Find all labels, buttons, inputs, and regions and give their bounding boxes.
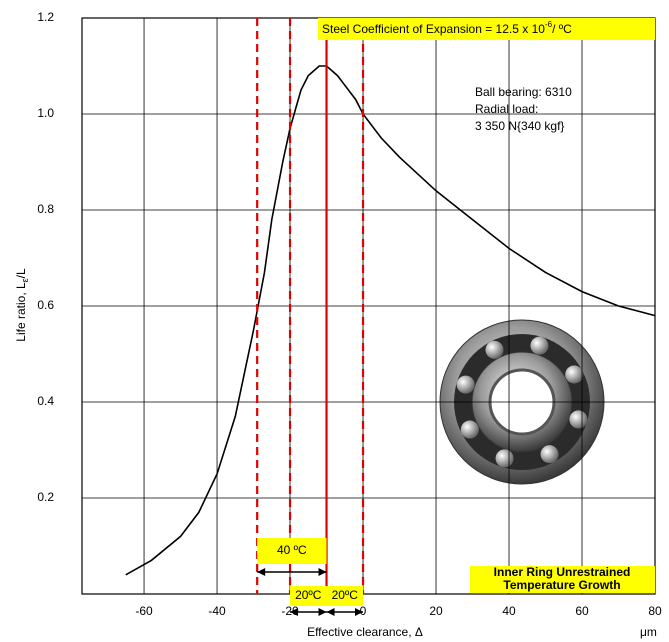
annotation: 3 350 N{340 kgf} xyxy=(475,119,564,133)
x-axis-unit: μm xyxy=(640,625,657,639)
y-axis-label: Life ratio, Lε/L xyxy=(14,268,30,342)
chart: 0.20.40.60.81.01.2-60-40-20020406080Effe… xyxy=(0,0,669,642)
annotation: 20ºC xyxy=(332,588,359,602)
bearing-ball xyxy=(541,445,559,463)
y-label-suffix: /L xyxy=(14,268,28,278)
x-tick-label: -40 xyxy=(208,604,226,618)
annotation: 40 ºC xyxy=(277,543,307,557)
bearing-ball xyxy=(496,449,514,467)
annotation: Inner Ring Unrestrained xyxy=(494,565,631,579)
y-tick-label: 1.2 xyxy=(37,10,54,24)
x-tick-label: -60 xyxy=(135,604,153,618)
y-tick-label: 0.2 xyxy=(37,490,54,504)
annotation-suffix: / ºC xyxy=(552,22,572,36)
bearing-ball xyxy=(530,337,548,355)
x-tick-label: 80 xyxy=(648,604,662,618)
annotation: 20ºC xyxy=(295,588,322,602)
bearing-ball xyxy=(569,410,587,428)
annotation: Temperature Growth xyxy=(503,578,620,592)
curve xyxy=(126,66,655,575)
y-tick-label: 1.0 xyxy=(37,106,54,120)
annotation: Radial load: xyxy=(475,102,538,116)
y-tick-label: 0.6 xyxy=(37,298,54,312)
x-tick-label: 60 xyxy=(575,604,589,618)
annotation: Steel Coefficient of Expansion = 12.5 x … xyxy=(322,20,572,36)
bearing-ball xyxy=(485,341,503,359)
annotation: Ball bearing: 6310 xyxy=(475,85,572,99)
x-axis-label: Effective clearance, Δ xyxy=(307,625,423,639)
x-tick-label: 40 xyxy=(502,604,516,618)
bearing-ball xyxy=(565,365,583,383)
bearing-ball xyxy=(457,376,475,394)
y-tick-label: 0.4 xyxy=(37,394,54,408)
y-tick-label: 0.8 xyxy=(37,202,54,216)
annotation-text: Steel Coefficient of Expansion = 12.5 x … xyxy=(322,22,545,36)
y-label-text: Life ratio, L xyxy=(14,282,28,342)
x-tick-label: 20 xyxy=(429,604,443,618)
bearing-ball xyxy=(461,421,479,439)
